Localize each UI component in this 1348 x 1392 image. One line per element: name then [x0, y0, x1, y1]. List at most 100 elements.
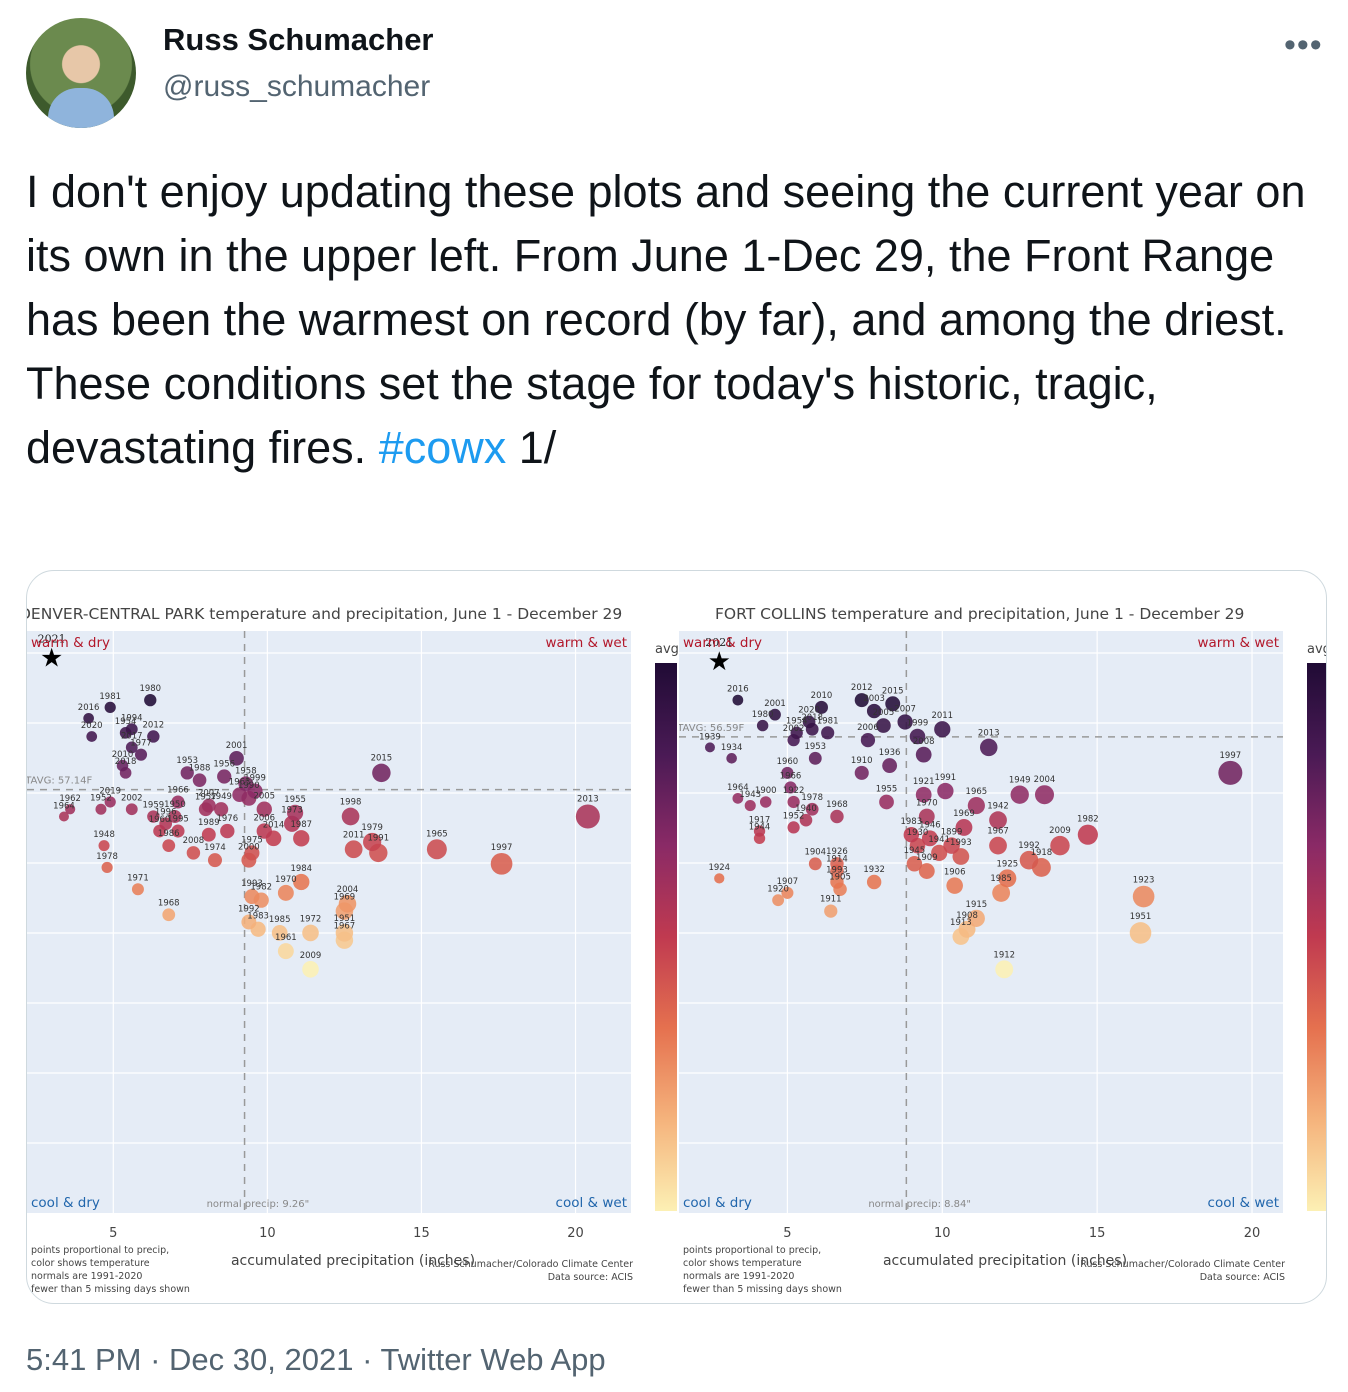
- point-label: 1900: [755, 786, 777, 796]
- quadrant-warm-dry: warm & dry: [683, 635, 762, 651]
- colorbar-label: avg: [1307, 642, 1326, 657]
- data-point: [186, 846, 201, 860]
- data-point: [879, 794, 894, 810]
- data-point: [799, 813, 813, 827]
- data-point: [967, 797, 985, 815]
- point-label: 2005: [253, 792, 275, 802]
- point-label: 1952: [90, 794, 112, 804]
- point-label: 1954: [115, 717, 137, 727]
- point-label: 1955: [284, 795, 306, 805]
- x-axis-label: accumulated precipitation (inches): [231, 1253, 475, 1269]
- point-label: 2012: [851, 683, 873, 693]
- point-label: 2006: [253, 813, 275, 823]
- hashtag-link[interactable]: #cowx: [378, 422, 507, 473]
- data-point: [937, 782, 954, 800]
- point-label: 1940: [795, 804, 817, 814]
- point-label: 1995: [167, 815, 189, 825]
- point-label: 1965: [426, 829, 448, 839]
- point-label: 1913: [950, 918, 972, 928]
- point-label: 1980: [139, 684, 161, 694]
- point-label: 1934: [721, 743, 743, 753]
- point-label: 1977: [130, 739, 152, 749]
- footnote-right: Data source: ACIS: [548, 1272, 633, 1283]
- point-label: 1932: [863, 865, 885, 875]
- data-point: [217, 769, 232, 784]
- data-point: [732, 694, 744, 706]
- tweet-source[interactable]: Twitter Web App: [380, 1342, 606, 1377]
- data-point: [934, 721, 951, 738]
- more-horizontal-icon[interactable]: •••: [1284, 26, 1323, 64]
- data-point: [759, 796, 772, 808]
- point-label: 1974: [204, 843, 226, 853]
- colorbar: [1307, 663, 1326, 1211]
- data-point: [821, 726, 835, 740]
- point-label: 1969: [953, 809, 975, 819]
- data-point: [790, 726, 803, 740]
- quadrant-warm-wet: warm & wet: [545, 635, 627, 651]
- point-label: 1968: [158, 898, 180, 908]
- data-point: [787, 821, 800, 834]
- point-label: 1992: [238, 905, 260, 915]
- data-point: [854, 765, 869, 780]
- data-point: [338, 895, 357, 913]
- x-tick-label: 5: [783, 1226, 791, 1241]
- chart-title: FORT COLLINS temperature and precipitati…: [715, 605, 1244, 623]
- point-label: 1958: [235, 766, 257, 776]
- point-label: 1985: [269, 915, 291, 925]
- point-label: 1983: [247, 912, 269, 922]
- data-point: [363, 832, 382, 852]
- data-point: [104, 796, 116, 808]
- point-label: 1905: [829, 873, 851, 883]
- quadrant-cool-dry: cool & dry: [31, 1195, 100, 1211]
- point-label: 1965: [966, 787, 988, 797]
- data-point: [125, 803, 138, 816]
- point-label: 1921: [913, 777, 935, 787]
- data-point: [575, 804, 600, 829]
- point-label: 2014: [263, 821, 285, 831]
- data-point: [241, 914, 257, 930]
- x-tick-label: 20: [1244, 1226, 1261, 1241]
- x-tick-label: 5: [109, 1226, 117, 1241]
- current-year-label: 2021: [38, 632, 66, 645]
- footnote-left: normals are 1991-2020: [683, 1271, 794, 1282]
- tweet-time[interactable]: 5:41 PM: [26, 1342, 142, 1377]
- point-label: 1911: [820, 894, 842, 904]
- data-point: [909, 728, 926, 745]
- point-label: 1951: [334, 914, 356, 924]
- tweet-media[interactable]: 5 10 15 20 normal precip: 9.26" normal TAVG: …: [26, 570, 1327, 1304]
- author-handle[interactable]: @russ_schumacher: [163, 70, 431, 103]
- footnote-left: color shows temperature: [31, 1258, 150, 1269]
- point-label: 1981: [817, 716, 839, 726]
- point-label: 1970: [275, 875, 297, 885]
- data-point: [943, 837, 960, 854]
- point-label: 2010: [112, 750, 134, 760]
- avatar[interactable]: [26, 18, 136, 128]
- point-label: 2002: [121, 793, 143, 803]
- data-point: [769, 708, 781, 721]
- data-point: [830, 809, 844, 824]
- tweet-body: I don't enjoy updating these plots and s…: [26, 166, 1306, 473]
- data-point: [1010, 785, 1029, 804]
- data-point: [967, 909, 985, 927]
- point-label: 1942: [987, 801, 1009, 811]
- point-label: 1941: [928, 835, 950, 845]
- point-label: 1981: [99, 692, 121, 702]
- point-label: 2007: [894, 704, 916, 714]
- data-point: [83, 712, 94, 724]
- data-point: [214, 802, 229, 817]
- data-point: [1129, 922, 1152, 944]
- point-label: 1988: [189, 763, 211, 773]
- point-label: 1964: [727, 783, 749, 793]
- tweet-date[interactable]: Dec 30, 2021: [169, 1342, 354, 1377]
- data-point: [256, 823, 272, 839]
- data-point: [147, 730, 160, 743]
- data-point: [903, 826, 920, 843]
- data-point: [171, 824, 185, 838]
- point-label: 1970: [916, 799, 938, 809]
- point-label: 1963: [229, 777, 251, 787]
- point-label: 1999: [244, 773, 266, 783]
- author-name[interactable]: Russ Schumacher: [163, 22, 434, 57]
- quadrant-cool-wet: cool & wet: [1208, 1195, 1279, 1211]
- point-label: 1978: [96, 852, 118, 862]
- point-label: 2004: [337, 885, 359, 895]
